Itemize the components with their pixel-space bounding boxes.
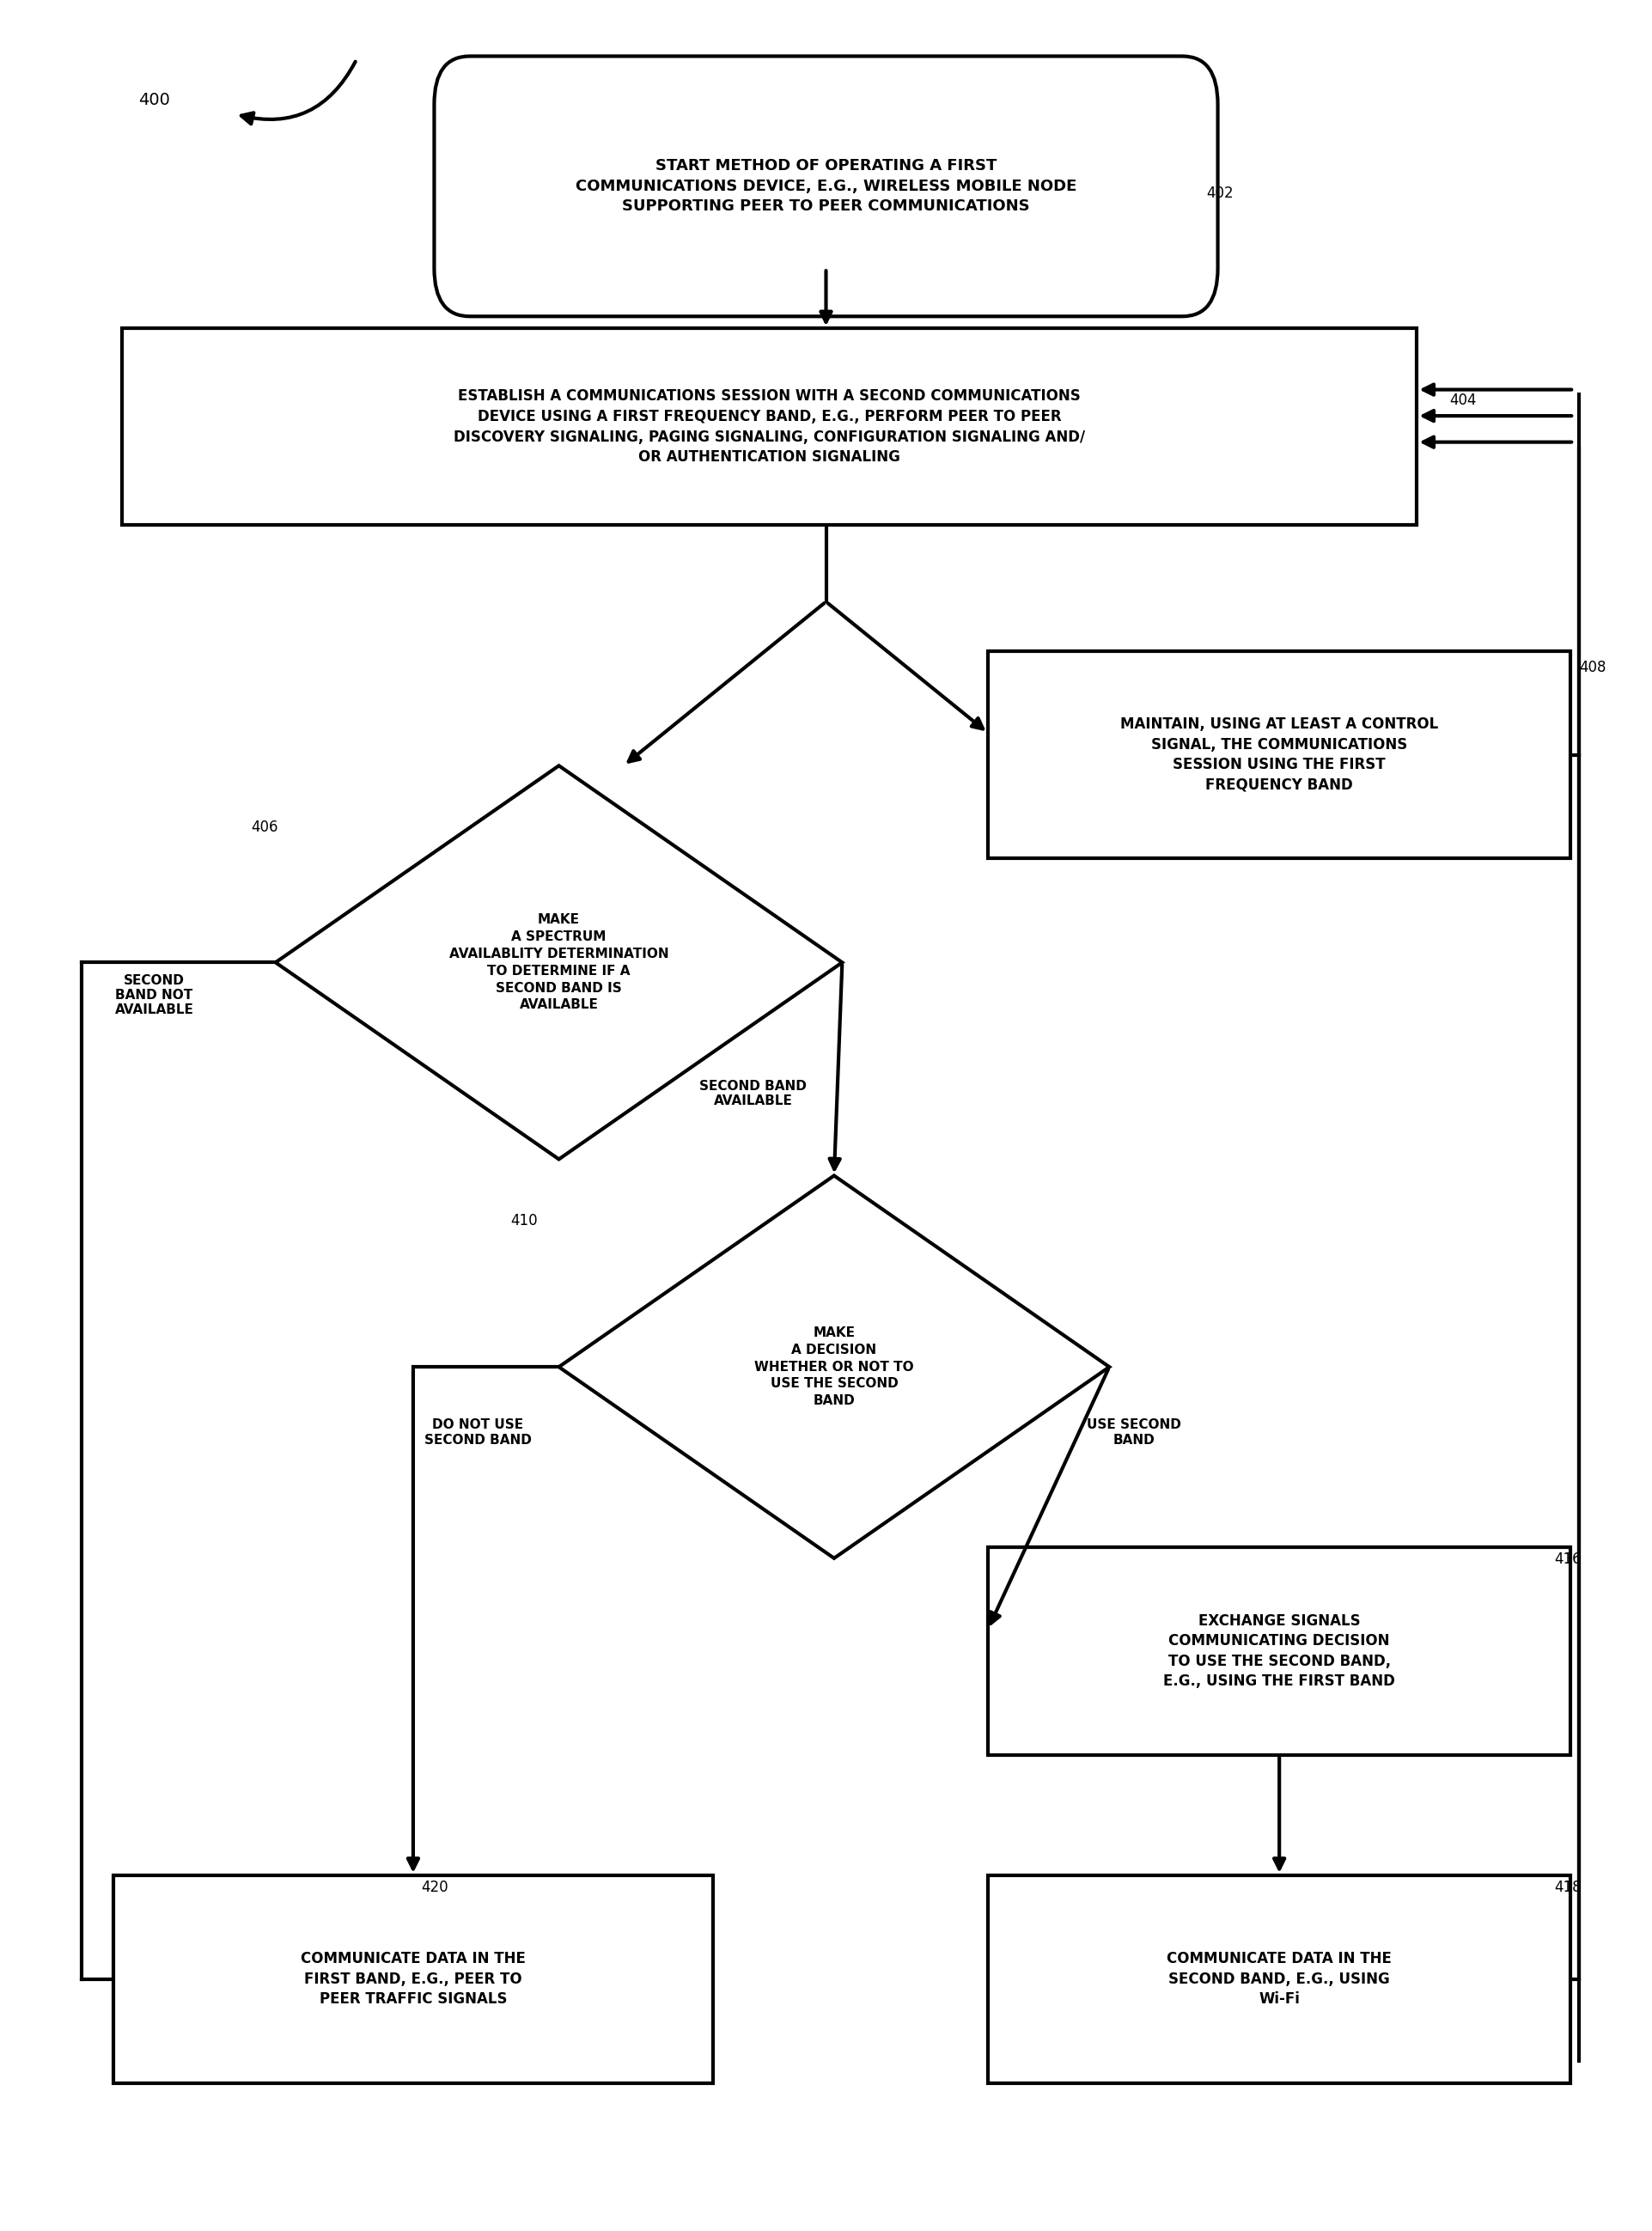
Text: ESTABLISH A COMMUNICATIONS SESSION WITH A SECOND COMMUNICATIONS
DEVICE USING A F: ESTABLISH A COMMUNICATIONS SESSION WITH … bbox=[454, 388, 1085, 464]
Text: COMMUNICATE DATA IN THE
SECOND BAND, E.G., USING
Wi-Fi: COMMUNICATE DATA IN THE SECOND BAND, E.G… bbox=[1166, 1952, 1391, 2008]
Bar bbox=[122, 328, 1417, 524]
FancyBboxPatch shape bbox=[434, 56, 1218, 317]
Text: MAKE
A SPECTRUM
AVAILABLITY DETERMINATION
TO DETERMINE IF A
SECOND BAND IS
AVAIL: MAKE A SPECTRUM AVAILABLITY DETERMINATIO… bbox=[449, 912, 669, 1011]
Bar bbox=[988, 1548, 1571, 1756]
Text: 408: 408 bbox=[1579, 660, 1606, 676]
Text: 418: 418 bbox=[1555, 1881, 1581, 1894]
Bar bbox=[114, 1876, 712, 2084]
Text: SECOND BAND
AVAILABLE: SECOND BAND AVAILABLE bbox=[699, 1080, 806, 1107]
Text: DO NOT USE
SECOND BAND: DO NOT USE SECOND BAND bbox=[425, 1419, 532, 1446]
Text: 420: 420 bbox=[421, 1881, 448, 1894]
Text: MAKE
A DECISION
WHETHER OR NOT TO
USE THE SECOND
BAND: MAKE A DECISION WHETHER OR NOT TO USE TH… bbox=[755, 1327, 914, 1408]
Text: COMMUNICATE DATA IN THE
FIRST BAND, E.G., PEER TO
PEER TRAFFIC SIGNALS: COMMUNICATE DATA IN THE FIRST BAND, E.G.… bbox=[301, 1952, 525, 2008]
Text: 406: 406 bbox=[251, 819, 278, 834]
Text: 400: 400 bbox=[139, 91, 170, 109]
Text: SECOND
BAND NOT
AVAILABLE: SECOND BAND NOT AVAILABLE bbox=[114, 975, 193, 1017]
Bar bbox=[988, 1876, 1571, 2084]
Text: START METHOD OF OPERATING A FIRST
COMMUNICATIONS DEVICE, E.G., WIRELESS MOBILE N: START METHOD OF OPERATING A FIRST COMMUN… bbox=[575, 158, 1077, 214]
Text: 404: 404 bbox=[1449, 393, 1477, 408]
Bar bbox=[988, 651, 1571, 859]
Text: 416: 416 bbox=[1555, 1553, 1581, 1566]
Polygon shape bbox=[558, 1176, 1110, 1557]
Text: EXCHANGE SIGNALS
COMMUNICATING DECISION
TO USE THE SECOND BAND,
E.G., USING THE : EXCHANGE SIGNALS COMMUNICATING DECISION … bbox=[1163, 1613, 1396, 1689]
Text: 410: 410 bbox=[510, 1214, 537, 1229]
Text: 402: 402 bbox=[1206, 185, 1234, 201]
Text: USE SECOND
BAND: USE SECOND BAND bbox=[1087, 1419, 1181, 1446]
Polygon shape bbox=[276, 765, 843, 1160]
Text: MAINTAIN, USING AT LEAST A CONTROL
SIGNAL, THE COMMUNICATIONS
SESSION USING THE : MAINTAIN, USING AT LEAST A CONTROL SIGNA… bbox=[1120, 716, 1439, 792]
